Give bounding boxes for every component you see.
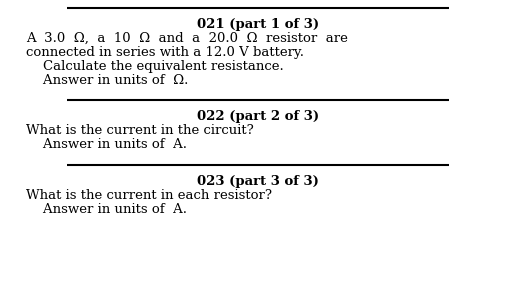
Text: 022 (part 2 of 3): 022 (part 2 of 3) — [197, 110, 319, 123]
Text: Answer in units of  Ω.: Answer in units of Ω. — [26, 74, 188, 87]
Text: What is the current in each resistor?: What is the current in each resistor? — [26, 189, 272, 202]
Text: Answer in units of  A.: Answer in units of A. — [26, 138, 187, 151]
Text: A  3.0  Ω,  a  10  Ω  and  a  20.0  Ω  resistor  are: A 3.0 Ω, a 10 Ω and a 20.0 Ω resistor ar… — [26, 32, 348, 45]
Text: 021 (part 1 of 3): 021 (part 1 of 3) — [197, 18, 319, 31]
Text: What is the current in the circuit?: What is the current in the circuit? — [26, 124, 253, 137]
Text: 023 (part 3 of 3): 023 (part 3 of 3) — [197, 175, 319, 188]
Text: Calculate the equivalent resistance.: Calculate the equivalent resistance. — [26, 60, 284, 73]
Text: Answer in units of  A.: Answer in units of A. — [26, 203, 187, 216]
Text: connected in series with a 12.0 V battery.: connected in series with a 12.0 V batter… — [26, 46, 304, 59]
